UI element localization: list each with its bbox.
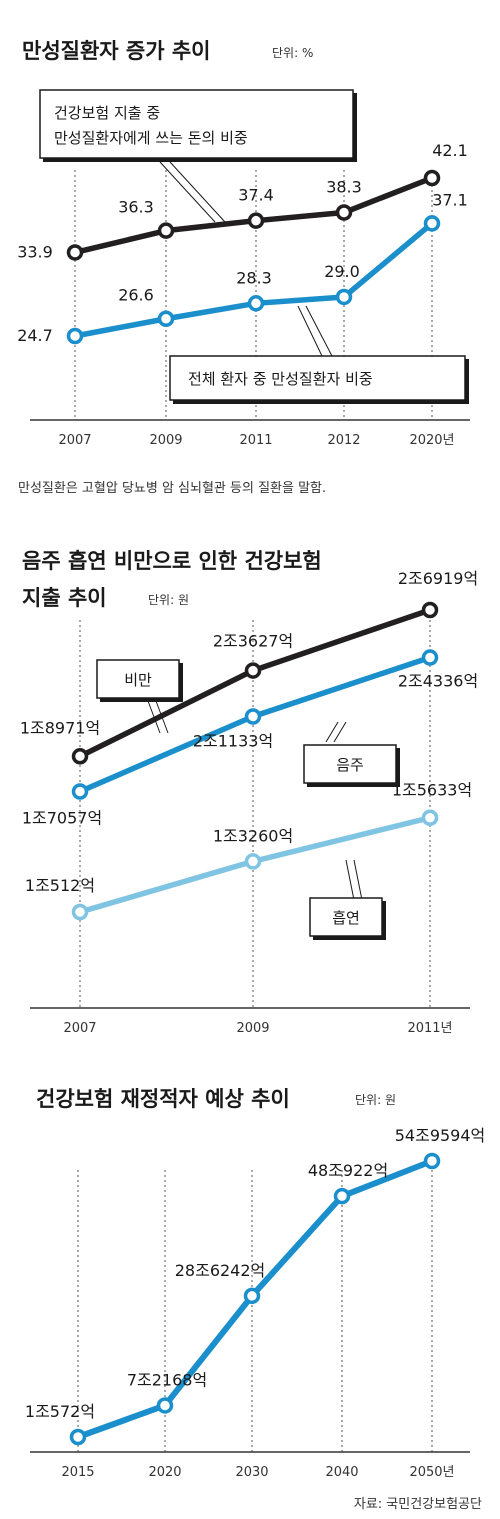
chart2-title-line1: 음주 흡연 비만으로 인한 건강보험 [22, 549, 322, 573]
chart-chronic-disease: 만성질환자 증가 추이 단위: % 33.9 36.3 37.4 38.3 42.1 24… [17, 39, 470, 496]
c2-data-point [421, 649, 439, 666]
c3-data-point [156, 1397, 174, 1414]
c1-tick-label: 2007 [58, 433, 91, 448]
c1-data-point [66, 244, 84, 261]
c1-data-label: 42.1 [432, 141, 468, 160]
chart-insurance-deficit: 건강보험 재정적자 예상 추이 단위: 원 1조572억 7조2168억 28조62… [25, 1087, 485, 1480]
chart1-callout-black: 건강보험 지출 중 만성질환자에게 쓰는 돈의 비중 [39, 89, 357, 223]
c1-tick-label: 2009 [149, 433, 182, 448]
c1-data-label: 24.7 [17, 326, 53, 345]
c1-data-label: 38.3 [326, 178, 362, 197]
c1-data-label: 37.1 [432, 190, 468, 209]
c2-tick-label: 2009 [236, 1021, 269, 1036]
c1-tick-label: 2020년 [409, 433, 454, 448]
c1-data-point [423, 169, 441, 187]
c3-data-point [333, 1187, 351, 1205]
c1-data-point [423, 215, 441, 232]
c2-data-point [244, 662, 262, 679]
legend-obesity-box: 비만 [96, 659, 183, 734]
c1-data-point [66, 327, 84, 345]
chart2-unit: 단위: 원 [148, 593, 189, 607]
c1-tick-label: 2012 [327, 433, 360, 448]
c1-data-label: 36.3 [118, 198, 154, 217]
c1-data-point [335, 204, 353, 221]
c1-data-point [157, 310, 175, 327]
c2-data-label: 2조4336억 [398, 672, 478, 691]
c1-data-label: 37.4 [238, 186, 274, 205]
legend-obesity-label: 비만 [124, 671, 152, 689]
c3-tick-label: 2030 [235, 1465, 268, 1480]
legend-smoking-box: 흡연 [309, 859, 386, 940]
c1-data-label: 33.9 [17, 242, 53, 261]
c1-data-label: 26.6 [118, 286, 154, 305]
chart1-blue-legend: 전체 환자 중 만성질환자 비중 [188, 370, 373, 388]
c2-data-label: 1조3260억 [213, 826, 293, 845]
c2-data-point [421, 809, 439, 826]
c2-data-point [421, 601, 439, 619]
c3-data-label: 1조572억 [25, 1402, 95, 1421]
c3-tick-label: 2020 [148, 1465, 181, 1480]
c2-data-label: 1조7057억 [22, 809, 102, 828]
chart1-title: 만성질환자 증가 추이 [22, 39, 211, 63]
c1-data-label: 29.0 [324, 262, 360, 281]
chart2-title-line2: 지출 추이 [22, 586, 107, 610]
c3-data-label: 54조9594억 [395, 1126, 486, 1145]
c1-data-point [157, 222, 175, 239]
legend-alcohol-label: 음주 [336, 756, 364, 774]
c3-data-label: 28조6242억 [175, 1261, 266, 1280]
c2-tick-label: 2007 [63, 1021, 96, 1036]
c2-data-point [244, 853, 262, 870]
c2-data-point [71, 748, 89, 765]
chart-alcohol-smoking-obesity: 음주 흡연 비만으로 인한 건강보험 지출 추이 단위: 원 1조8971억 2조… [20, 549, 478, 1036]
c3-data-point [243, 1287, 261, 1305]
c2-data-point [244, 708, 262, 725]
chart1-black-legend-line2: 만성질환자에게 쓰는 돈의 비중 [54, 129, 248, 147]
c2-data-label: 2조1133억 [193, 732, 273, 751]
chart1-note: 만성질환은 고혈압 당뇨병 암 심뇌혈관 등의 질환을 말함. [18, 481, 326, 496]
c1-tick-label: 2011 [239, 433, 272, 448]
c1-data-point [335, 288, 353, 306]
legend-smoking-label: 흡연 [332, 909, 360, 927]
c2-tick-label: 2011년 [407, 1021, 452, 1036]
c3-tick-label: 2040 [325, 1465, 358, 1480]
c2-data-label: 2조6919억 [398, 569, 478, 588]
chart1-black-legend-line1: 건강보험 지출 중 [54, 104, 160, 122]
c1-data-point [247, 212, 265, 229]
c3-data-label: 48조922억 [308, 1161, 388, 1180]
chart1-unit: 단위: % [272, 46, 313, 60]
c2-data-label: 1조8971억 [20, 718, 100, 737]
c3-data-point [423, 1152, 441, 1170]
c3-tick-label: 2050년 [409, 1465, 454, 1480]
c3-data-label: 7조2168억 [127, 1370, 207, 1389]
c3-data-point [69, 1428, 87, 1446]
c1-data-label: 28.3 [236, 268, 272, 287]
c2-data-label: 1조5633억 [392, 781, 472, 800]
c2-data-point [71, 903, 89, 921]
c2-data-label: 1조512억 [25, 876, 95, 895]
c2-data-point [71, 783, 89, 800]
c3-tick-label: 2015 [61, 1465, 94, 1480]
c2-data-label: 2조3627억 [213, 632, 293, 651]
source-note: 자료: 국민건강보험공단 [354, 1497, 482, 1512]
chart1-callout-blue: 전체 환자 중 만성질환자 비중 [169, 305, 469, 404]
c1-data-point [247, 295, 265, 312]
chart3-title: 건강보험 재정적자 예상 추이 [36, 1087, 290, 1111]
legend-alcohol-box: 음주 [303, 721, 400, 787]
chart3-unit: 단위: 원 [355, 1093, 396, 1107]
